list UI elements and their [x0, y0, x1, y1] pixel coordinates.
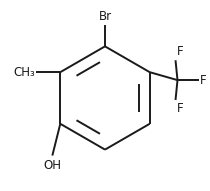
Text: F: F [177, 102, 183, 115]
Text: F: F [200, 74, 207, 87]
Text: CH₃: CH₃ [14, 66, 35, 79]
Text: Br: Br [98, 10, 112, 23]
Text: OH: OH [43, 159, 61, 172]
Text: F: F [177, 45, 183, 58]
